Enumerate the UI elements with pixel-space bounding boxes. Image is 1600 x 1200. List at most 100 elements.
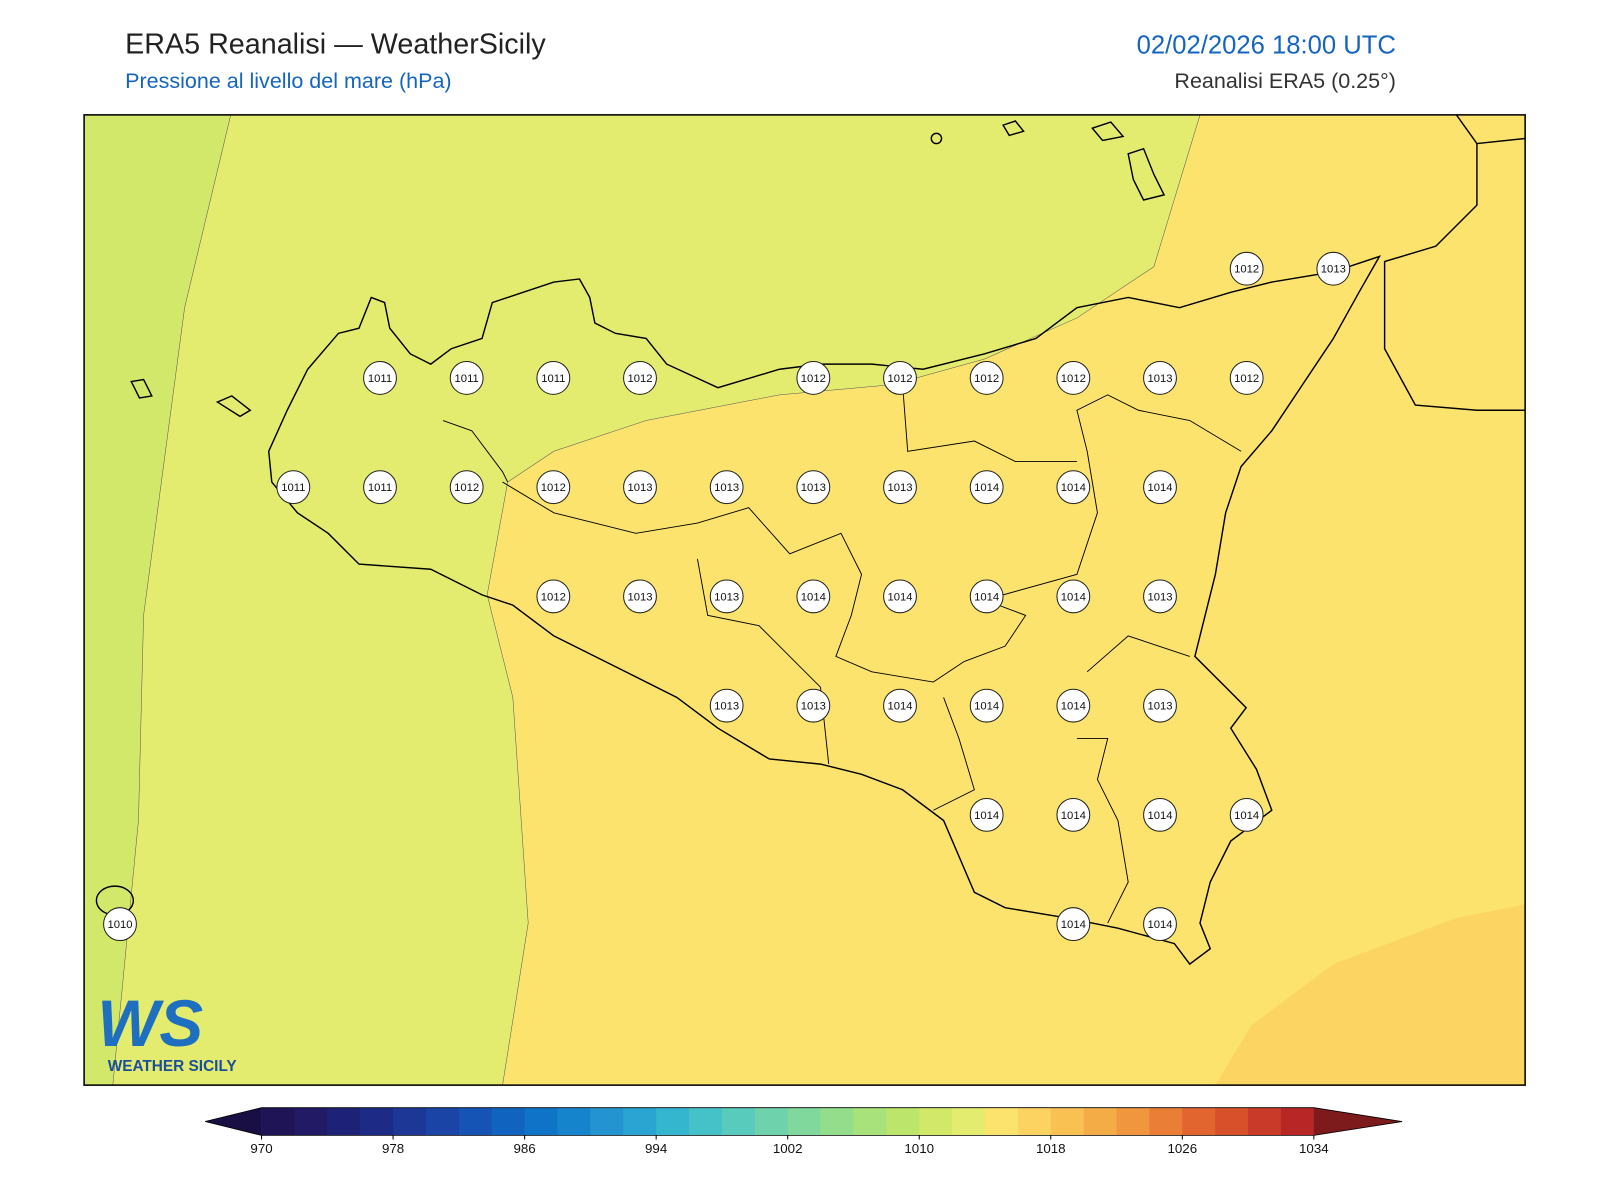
colorbar-segment: [721, 1107, 756, 1136]
colorbar-segment: [524, 1107, 559, 1136]
station-value: 1012: [801, 373, 826, 385]
station-marker: [1229, 361, 1264, 395]
station-marker: [1316, 251, 1351, 286]
station-value: 1014: [974, 810, 999, 822]
station-marker: [1056, 579, 1091, 614]
colorbar-segment: [393, 1107, 427, 1136]
station-value: 1013: [627, 482, 652, 494]
station-marker: [883, 579, 917, 614]
station-value: 1014: [1147, 482, 1172, 494]
station-marker: [796, 470, 831, 505]
station-marker: [1143, 361, 1177, 395]
station-value: 1014: [887, 591, 912, 603]
station-marker: [1056, 797, 1091, 832]
colorbar-segment: [853, 1107, 887, 1136]
station-marker: [709, 470, 744, 505]
station-marker: [103, 907, 137, 942]
station-marker: [449, 470, 484, 505]
station-marker: [883, 361, 917, 395]
colorbar-segment: [985, 1107, 1019, 1136]
colorbar-segment: [1149, 1107, 1183, 1136]
station-value: 1013: [627, 591, 652, 603]
field-1014: [1215, 904, 1526, 1086]
colorbar-segment: [623, 1107, 657, 1136]
station-value: 1014: [1061, 810, 1086, 822]
colorbar-segment: [754, 1107, 789, 1136]
colorbar-segment: [689, 1107, 723, 1136]
station-value: 1014: [887, 701, 912, 713]
colorbar-segment: [590, 1107, 624, 1136]
station-value: 1014: [801, 591, 826, 603]
station-value: 1011: [281, 482, 305, 494]
station-value: 1014: [974, 701, 999, 713]
province-borders: [442, 384, 1242, 924]
station-value: 1014: [1061, 591, 1086, 603]
station-value: 1013: [887, 482, 912, 494]
station-marker: [1056, 688, 1091, 723]
station-marker: [1056, 907, 1091, 942]
colorbar-segment: [656, 1107, 690, 1136]
station-value: 1014: [974, 591, 999, 603]
station-value: 1013: [1321, 264, 1346, 276]
field-1008: [84, 114, 232, 1086]
station-marker: [623, 579, 657, 614]
stations: 1012 1013 1011 1011 1011 1012 1012 1012 1012 1012…: [103, 251, 1351, 942]
colorbar-segment: [1116, 1107, 1150, 1136]
station-value: 1012: [1061, 373, 1086, 385]
station-value: 1014: [1061, 919, 1086, 931]
station-marker: [883, 688, 917, 723]
colorbar-segment: [1280, 1107, 1315, 1136]
station-value: 1013: [801, 482, 826, 494]
station-value: 1011: [368, 482, 392, 494]
station-value: 1012: [887, 373, 912, 385]
station-marker: [709, 579, 744, 614]
station-value: 1013: [714, 482, 739, 494]
colorbar-tick-label: 994: [645, 1141, 668, 1156]
station-value: 1010: [107, 919, 132, 931]
title: ERA5 Reanalisi — WeatherSicily: [125, 28, 546, 60]
colorbar-tick-label: 1018: [1036, 1141, 1066, 1156]
colorbar-segment: [886, 1107, 920, 1136]
source: Reanalisi ERA5 (0.25°): [1174, 69, 1395, 93]
station-value: 1013: [1147, 701, 1172, 713]
station-marker: [969, 361, 1004, 395]
station-value: 1011: [541, 373, 565, 385]
station-marker: [363, 361, 397, 395]
station-marker: [796, 688, 831, 723]
station-value: 1012: [454, 482, 479, 494]
colorbar-segment: [1017, 1107, 1052, 1136]
station-value: 1013: [714, 701, 739, 713]
station-value: 1014: [1061, 482, 1086, 494]
colorbar-segment: [1050, 1107, 1085, 1136]
station-marker: [969, 688, 1004, 723]
station-value: 1014: [1061, 701, 1086, 713]
colorbar-segment: [360, 1107, 394, 1136]
colorbar-segment: [327, 1107, 361, 1136]
colorbar-segment: [458, 1107, 493, 1136]
colorbar-segment: [294, 1107, 328, 1136]
station-marker: [883, 470, 917, 505]
subtitle: Pressione al livello del mare (hPa): [125, 69, 451, 93]
colorbar-tick-label: 1026: [1167, 1141, 1197, 1156]
station-value: 1014: [1234, 810, 1259, 822]
station-marker: [536, 579, 571, 614]
station-value: 1012: [1234, 264, 1259, 276]
station-marker: [623, 361, 657, 395]
colorbar-segment: [261, 1107, 295, 1136]
logo-text: WEATHER SICILY: [108, 1058, 237, 1075]
station-value: 1011: [455, 373, 479, 385]
station-marker: [796, 361, 831, 395]
station-marker: [969, 579, 1004, 614]
map: 1012 1013 1011 1011 1011 1012 1012 1012 1012 1012…: [83, 114, 1526, 1086]
station-marker: [1229, 251, 1264, 286]
station-marker: [536, 361, 571, 395]
station-marker: [969, 797, 1004, 832]
station-value: 1014: [974, 482, 999, 494]
colorbar-segment: [952, 1107, 986, 1136]
map-frame: [83, 114, 1526, 1086]
station-marker: [969, 470, 1004, 505]
colorbar-over: [1313, 1107, 1403, 1136]
colorbar-segment: [1248, 1107, 1282, 1136]
colorbar-segment: [919, 1107, 953, 1136]
